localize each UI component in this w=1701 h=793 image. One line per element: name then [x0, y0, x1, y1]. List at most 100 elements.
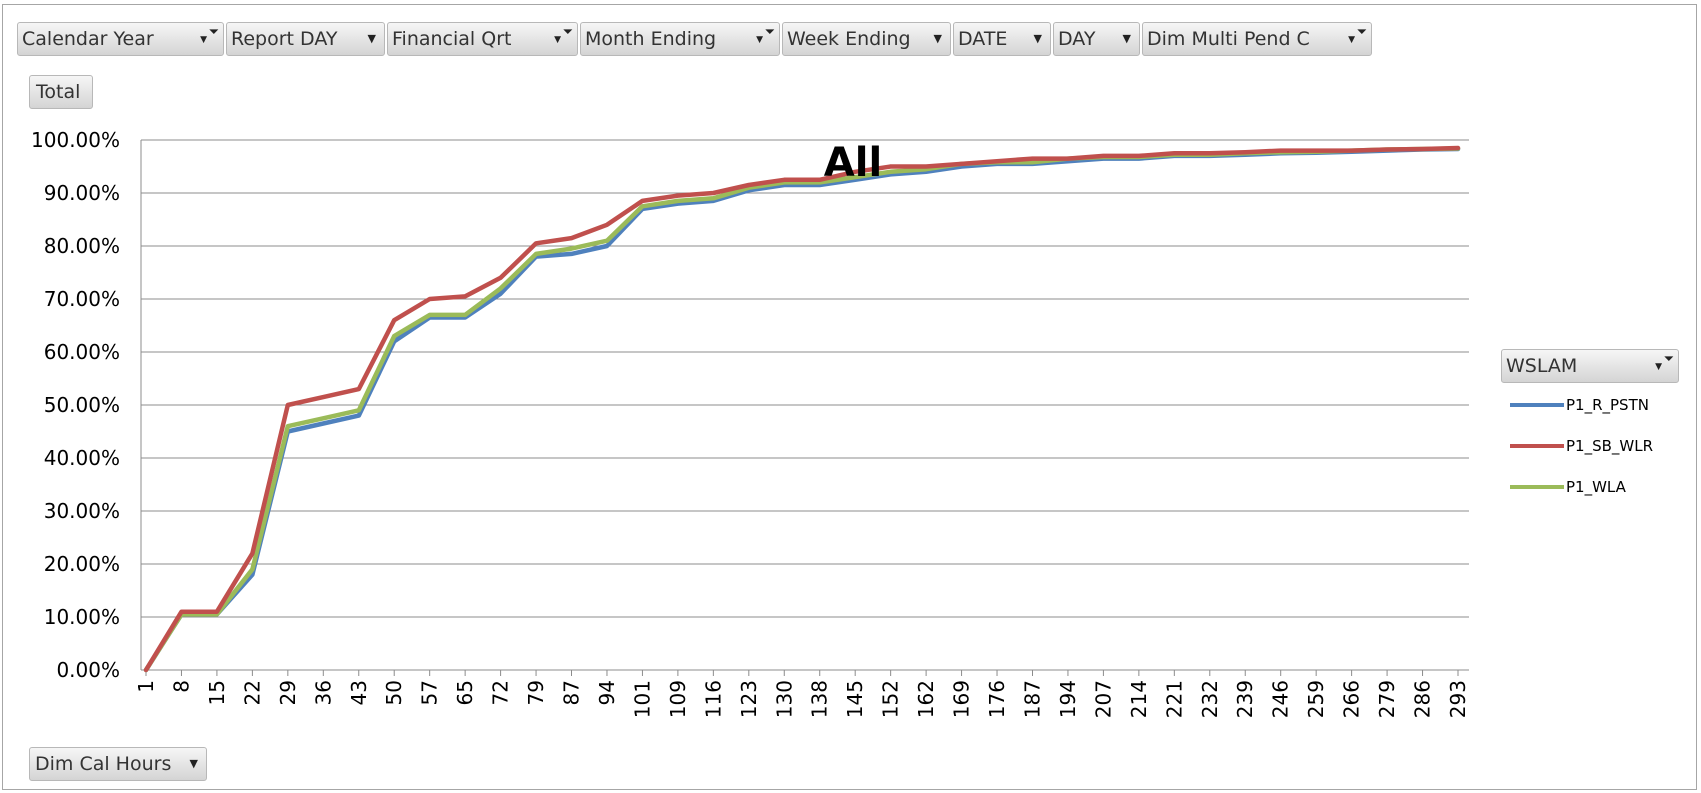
x-tick-label: 1	[134, 680, 158, 693]
filter-button-dim-multi-pend[interactable]: Dim Multi Pend C ▼ ⏷	[1142, 22, 1372, 56]
x-tick-label: 29	[276, 680, 300, 705]
filter-label: Week Ending	[787, 28, 911, 50]
y-tick-label: 50.00%	[44, 393, 120, 417]
y-axis-tick-labels: 0.00% 10.00% 20.00% 30.00% 40.00% 50.00% 60.00…	[31, 128, 120, 682]
filter-button-financial-qrt[interactable]: Financial Qrt ▼ ⏷	[387, 22, 578, 56]
dropdown-arrow-icon: ▼	[189, 757, 198, 770]
x-tick-label: 145	[843, 680, 867, 718]
series-line-p1-wla	[143, 146, 1461, 673]
x-axis-tick-labels: 1 8 15 22 29 36 43 50 57 65 72 79 87 94 101 109 116 123 13…	[134, 680, 1470, 718]
dropdown-arrow-icon: ▼	[756, 35, 763, 45]
series-line-p1-sb-wlr	[143, 145, 1461, 673]
gridlines	[140, 139, 1469, 676]
filter-funnel-icon: ⏷	[764, 25, 775, 40]
filter-button-date[interactable]: DATE ▼	[953, 22, 1051, 56]
filter-label: Dim Multi Pend C	[1147, 28, 1310, 50]
filter-button-report-day[interactable]: Report DAY ▼	[226, 22, 385, 56]
legend: P1_R_PSTN P1_SB_WLR P1_WLA	[1510, 396, 1653, 497]
dropdown-arrow-icon: ▼	[933, 32, 942, 45]
x-tick-label: 207	[1091, 680, 1115, 718]
x-tick-label: 50	[382, 680, 406, 705]
x-tick-label: 138	[808, 680, 832, 718]
x-tick-label: 87	[560, 680, 584, 705]
pivot-chart-frame	[2, 4, 1697, 790]
x-tick-label: 109	[666, 680, 690, 718]
filter-label: Calendar Year	[22, 28, 154, 50]
y-tick-label: 30.00%	[44, 499, 120, 523]
filter-button-week-ending[interactable]: Week Ending ▼	[782, 22, 951, 56]
x-tick-label: 123	[737, 680, 761, 718]
x-tick-label: 293	[1446, 680, 1470, 718]
x-tick-label: 221	[1162, 680, 1186, 718]
filter-funnel-icon: ⏷	[1356, 25, 1367, 40]
y-tick-label: 40.00%	[44, 446, 120, 470]
x-tick-label: 214	[1127, 680, 1151, 718]
x-tick-label: 15	[205, 680, 229, 705]
x-tick-label: 162	[914, 680, 938, 718]
x-tick-label: 259	[1304, 680, 1328, 718]
dropdown-arrow-icon: ▼	[1122, 32, 1131, 45]
legend-field-label: WSLAM	[1506, 355, 1578, 377]
dropdown-arrow-icon: ▼	[200, 35, 207, 45]
series-lines	[143, 145, 1461, 673]
dropdown-arrow-icon: ▼	[367, 32, 376, 45]
filter-button-calendar-year[interactable]: Calendar Year ▼ ⏷	[17, 22, 224, 56]
values-field-button-total[interactable]: Total	[29, 75, 93, 109]
filter-funnel-icon: ⏷	[1663, 352, 1674, 367]
x-tick-label: 239	[1233, 680, 1257, 718]
filter-button-month-ending[interactable]: Month Ending ▼ ⏷	[580, 22, 780, 56]
dropdown-arrow-icon: ▼	[1348, 35, 1355, 45]
x-tick-label: 8	[169, 680, 193, 693]
dropdown-arrow-icon: ▼	[1033, 32, 1042, 45]
axis-field-label: Dim Cal Hours	[35, 753, 172, 775]
x-tick-label: 286	[1411, 680, 1435, 718]
filter-button-day[interactable]: DAY ▼	[1053, 22, 1140, 56]
dropdown-arrow-icon: ▼	[1655, 362, 1662, 372]
chart-title: All	[824, 140, 882, 186]
x-tick-label: 101	[630, 680, 654, 718]
dropdown-arrow-icon: ▼	[554, 35, 561, 45]
y-tick-label: 20.00%	[44, 552, 120, 576]
x-tick-label: 65	[453, 680, 477, 705]
x-tick-label: 72	[489, 680, 513, 705]
y-tick-label: 10.00%	[44, 605, 120, 629]
x-tick-label: 279	[1375, 680, 1399, 718]
x-tick-label: 169	[950, 680, 974, 718]
x-tick-label: 176	[985, 680, 1009, 718]
axis-field-button-dim-cal-hours[interactable]: Dim Cal Hours ▼	[29, 747, 207, 781]
x-tick-label: 130	[772, 680, 796, 718]
x-tick-label: 232	[1198, 680, 1222, 718]
legend-label: P1_SB_WLR	[1566, 437, 1653, 456]
y-tick-label: 0.00%	[56, 658, 120, 682]
filter-funnel-icon: ⏷	[562, 25, 573, 40]
x-tick-label: 43	[347, 680, 371, 705]
legend-label: P1_R_PSTN	[1566, 396, 1649, 415]
x-tick-label: 94	[595, 680, 619, 705]
filter-label: DAY	[1058, 28, 1096, 50]
x-tick-label: 246	[1269, 680, 1293, 718]
y-tick-label: 80.00%	[44, 234, 120, 258]
x-tick-label: 194	[1056, 680, 1080, 718]
filter-funnel-icon: ⏷	[208, 25, 219, 40]
values-field-label: Total	[36, 81, 81, 103]
x-tick-label: 79	[524, 680, 548, 705]
x-tick-label: 36	[311, 680, 335, 705]
x-tick-label: 22	[240, 680, 264, 705]
y-tick-label: 70.00%	[44, 287, 120, 311]
y-tick-label: 100.00%	[31, 128, 120, 152]
y-tick-label: 60.00%	[44, 340, 120, 364]
legend-field-button-wslam[interactable]: WSLAM ▼ ⏷	[1501, 349, 1679, 383]
x-tick-label: 152	[879, 680, 903, 718]
x-tick-label: 116	[701, 680, 725, 718]
filter-label: Report DAY	[231, 28, 338, 50]
filter-label: Month Ending	[585, 28, 717, 50]
x-tick-label: 266	[1340, 680, 1364, 718]
x-tick-label: 57	[418, 680, 442, 705]
filter-label: Financial Qrt	[392, 28, 512, 50]
series-line-p1-r-pstn	[143, 146, 1461, 673]
x-tick-label: 187	[1020, 680, 1044, 718]
y-tick-label: 90.00%	[44, 181, 120, 205]
filter-label: DATE	[958, 28, 1008, 50]
legend-label: P1_WLA	[1566, 478, 1627, 497]
